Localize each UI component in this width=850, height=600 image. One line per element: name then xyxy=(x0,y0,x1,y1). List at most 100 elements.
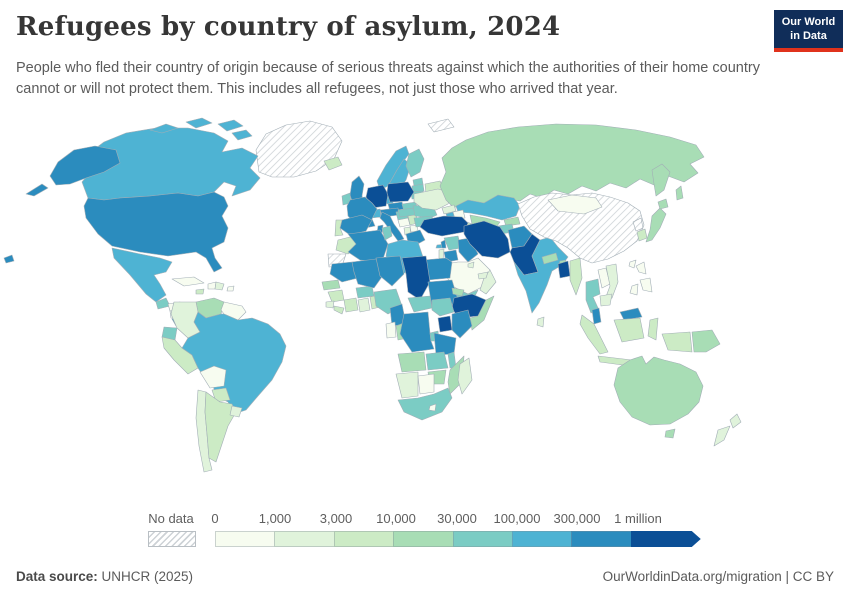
legend-bin-6[interactable] xyxy=(571,531,632,547)
legend-no-data-swatch[interactable] xyxy=(148,531,196,547)
country-georgia[interactable] xyxy=(441,204,457,215)
country-angola[interactable] xyxy=(397,351,427,373)
country-madagascar[interactable] xyxy=(457,357,473,395)
country-united-states[interactable] xyxy=(83,191,229,273)
country-south-africa[interactable] xyxy=(397,387,453,421)
country-botswana[interactable] xyxy=(417,373,435,395)
country-kyrgyzstan[interactable] xyxy=(503,216,521,227)
country-indonesia-sulawesi[interactable] xyxy=(647,317,659,341)
country-japan-hokkaido[interactable] xyxy=(657,198,669,210)
country-canada-arctic-3[interactable] xyxy=(217,119,244,132)
country-myanmar[interactable] xyxy=(569,257,583,296)
country-iceland[interactable] xyxy=(323,156,343,171)
country-japan[interactable] xyxy=(645,207,667,243)
country-guinea[interactable] xyxy=(327,289,345,303)
legend-bin-2[interactable] xyxy=(333,531,395,547)
country-new-zealand-south[interactable] xyxy=(713,425,731,447)
country-somalia[interactable] xyxy=(469,295,495,331)
country-uruguay[interactable] xyxy=(229,405,243,418)
country-liberia[interactable] xyxy=(333,305,345,315)
country-jamaica[interactable] xyxy=(195,288,205,295)
country-philippines-luzon[interactable] xyxy=(635,261,647,275)
country-lesotho[interactable] xyxy=(428,403,437,412)
country-tanzania[interactable] xyxy=(433,332,457,356)
legend-bin-5[interactable] xyxy=(511,531,573,547)
country-burkina-faso[interactable] xyxy=(355,285,375,299)
legend-bin-0[interactable] xyxy=(215,531,276,547)
country-south-korea[interactable] xyxy=(636,228,648,242)
country-senegal[interactable] xyxy=(321,279,341,291)
country-portugal[interactable] xyxy=(334,219,344,237)
country-united-states-hawaii[interactable] xyxy=(3,254,15,264)
country-malaysia[interactable] xyxy=(591,307,602,325)
country-argentina[interactable] xyxy=(204,391,237,463)
country-united-states-aleutians[interactable] xyxy=(25,183,49,197)
country-australia-tasmania[interactable] xyxy=(664,428,676,439)
country-zambia[interactable] xyxy=(425,351,449,371)
country-sierra-leone[interactable] xyxy=(325,300,335,309)
country-philippines-visayas[interactable] xyxy=(629,283,639,296)
country-namibia[interactable] xyxy=(395,371,419,399)
country-niger[interactable] xyxy=(375,255,405,287)
country-russia-sakhalin[interactable] xyxy=(675,185,684,201)
country-brazil[interactable] xyxy=(181,311,287,415)
country-bolivia[interactable] xyxy=(199,365,227,389)
country-thailand[interactable] xyxy=(585,278,601,314)
country-malaysia-borneo[interactable] xyxy=(619,307,643,321)
country-canada-arctic-2[interactable] xyxy=(185,117,213,129)
country-uganda[interactable] xyxy=(437,315,453,333)
country-poland[interactable] xyxy=(386,181,415,203)
country-united-states-alaska[interactable] xyxy=(49,145,121,186)
country-greenland[interactable] xyxy=(255,120,343,178)
country-kazakhstan[interactable] xyxy=(455,194,521,221)
country-indonesia-papua[interactable] xyxy=(661,331,693,353)
country-uae[interactable] xyxy=(477,271,489,280)
country-mongolia[interactable] xyxy=(547,194,603,215)
country-china[interactable] xyxy=(517,192,645,264)
country-tunisia[interactable] xyxy=(381,225,393,241)
country-nepal[interactable] xyxy=(541,252,559,265)
country-bosnia[interactable] xyxy=(397,217,411,228)
country-cuba[interactable] xyxy=(171,276,205,287)
country-finland[interactable] xyxy=(405,148,425,178)
country-chad[interactable] xyxy=(401,255,431,301)
country-mauritania[interactable] xyxy=(329,261,359,283)
country-kenya[interactable] xyxy=(451,309,473,339)
country-ivory-coast[interactable] xyxy=(343,297,359,313)
country-bangladesh[interactable] xyxy=(557,260,571,279)
country-cambodia[interactable] xyxy=(599,293,613,307)
country-north-korea[interactable] xyxy=(632,217,644,232)
country-vietnam[interactable] xyxy=(603,263,619,303)
country-taiwan[interactable] xyxy=(628,259,637,269)
country-oman[interactable] xyxy=(479,269,497,295)
country-canada-arctic-1[interactable] xyxy=(149,123,179,134)
legend-bin-1[interactable] xyxy=(274,531,335,547)
legend-bin-3[interactable] xyxy=(393,531,454,547)
country-south-sudan[interactable] xyxy=(431,297,455,317)
country-australia[interactable] xyxy=(613,355,704,426)
country-haiti[interactable] xyxy=(207,281,217,290)
country-central-african-republic[interactable] xyxy=(407,295,433,313)
country-canada-arctic-4[interactable] xyxy=(231,129,253,141)
country-philippines-mindanao[interactable] xyxy=(639,277,653,293)
country-puerto-rico[interactable] xyxy=(226,285,235,292)
country-mexico[interactable] xyxy=(111,247,173,303)
country-ukraine[interactable] xyxy=(413,188,453,211)
country-iran[interactable] xyxy=(463,220,511,259)
country-indonesia-sumatra[interactable] xyxy=(579,314,609,355)
country-russia-kamchatka[interactable] xyxy=(651,163,671,197)
country-gabon[interactable] xyxy=(385,321,397,339)
country-sri-lanka[interactable] xyxy=(536,316,545,328)
country-new-zealand-north[interactable] xyxy=(729,413,742,429)
legend-bin-4[interactable] xyxy=(452,531,513,547)
country-dominican-republic[interactable] xyxy=(214,281,225,291)
country-kuwait[interactable] xyxy=(467,261,475,269)
country-indonesia-kalimantan[interactable] xyxy=(613,317,645,343)
country-ghana[interactable] xyxy=(357,297,371,313)
country-papua-new-guinea[interactable] xyxy=(691,329,721,353)
country-dr-congo[interactable] xyxy=(399,311,435,353)
country-lebanon[interactable] xyxy=(440,239,447,249)
country-svalbard[interactable] xyxy=(427,118,455,133)
owid-url-link[interactable]: OurWorldinData.org/migration | CC BY xyxy=(602,569,834,584)
legend-bin-7-arrow[interactable] xyxy=(631,531,701,547)
